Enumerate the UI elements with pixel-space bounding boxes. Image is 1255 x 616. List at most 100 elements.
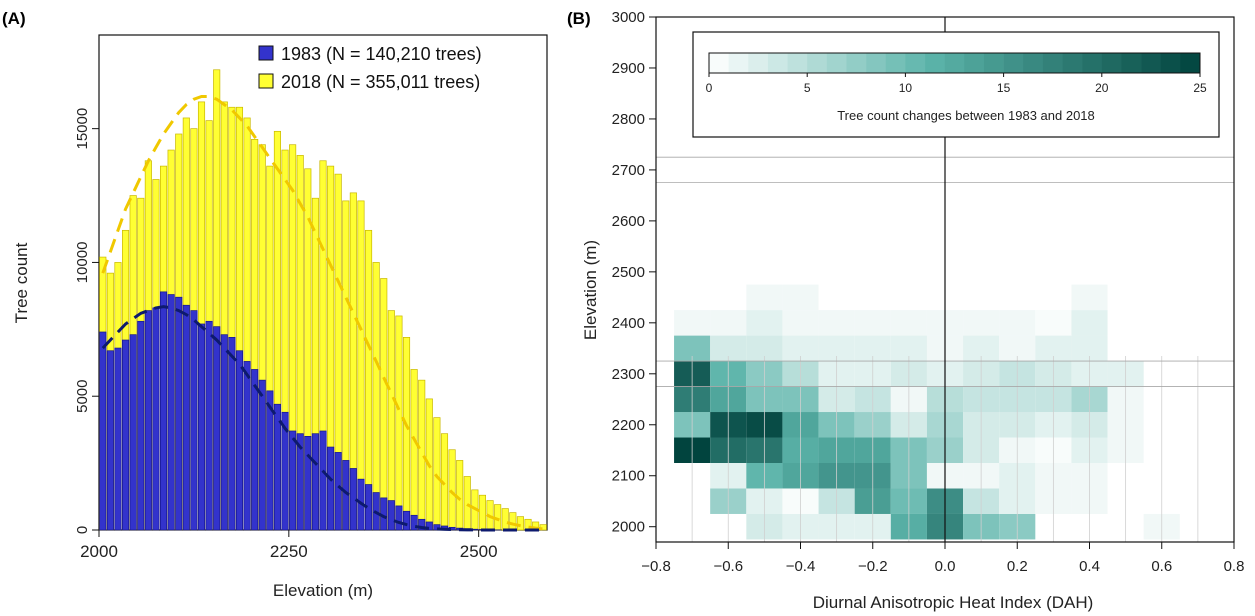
bar-1983	[311, 433, 319, 531]
legend-label-2018: 2018 (N = 355,011 trees)	[281, 72, 480, 92]
bar-1983	[122, 339, 130, 531]
colorbar-outline	[708, 52, 1201, 74]
y-tick-label: 5000	[74, 380, 91, 413]
x-tick-label: 0.8	[1224, 558, 1245, 575]
heatmap-cell	[818, 310, 855, 336]
panel-a-legend: 1983 (N = 140,210 trees) 2018 (N = 355,0…	[258, 44, 482, 92]
colorbar-step	[964, 53, 985, 73]
heatmap-cell	[999, 310, 1036, 336]
colorbar-tick-label: 5	[804, 81, 811, 95]
bar-2018	[418, 379, 426, 531]
y-tick-label: 2000	[612, 519, 645, 536]
bar-1983	[137, 320, 145, 531]
series-1983-fit-curve	[101, 305, 544, 532]
bar-2018	[433, 417, 441, 531]
colorbar-step	[866, 53, 887, 73]
colorbar-tick-label: 15	[997, 81, 1011, 95]
bar-1983	[159, 291, 168, 531]
colorbar-step	[728, 53, 749, 73]
y-tick-label: 2500	[612, 264, 645, 281]
bar-1983	[289, 430, 297, 531]
x-tick-label: −0.4	[786, 558, 816, 575]
bar-1983	[349, 468, 357, 531]
bar-1983	[334, 452, 342, 531]
x-tick-label: 2250	[270, 542, 308, 561]
colorbar-tick-label: 0	[706, 81, 713, 95]
colorbar-step	[1180, 53, 1201, 73]
colorbar-step	[709, 53, 729, 73]
bar-2018	[372, 262, 380, 531]
legend-swatch-1983	[258, 45, 274, 61]
panel-a-y-axis-label: Tree count	[12, 242, 31, 323]
x-tick-label: −0.8	[641, 558, 671, 575]
x-tick-label: 0.0	[935, 558, 956, 575]
x-tick-label: 2500	[460, 542, 498, 561]
bar-1983	[243, 361, 251, 531]
panel-a-label: (A)	[2, 9, 26, 28]
colorbar-step	[807, 53, 828, 73]
panel-b-label: (B)	[567, 9, 591, 28]
colorbar-step	[1141, 53, 1162, 73]
colorbar-tick-label: 25	[1193, 81, 1207, 95]
y-tick-label: 0	[74, 526, 91, 534]
bar-1983	[175, 296, 183, 531]
y-tick-label: 15000	[74, 108, 91, 150]
bar-2018	[402, 337, 411, 531]
panel-b-x-ticks: −0.8 −0.6 −0.4 −0.2 0.0 0.2 0.4 0.6 0.8	[641, 542, 1244, 575]
bar-1983	[205, 320, 213, 531]
bar-1983	[129, 334, 137, 531]
bar-1983	[144, 310, 152, 531]
panel-a-plot: 2000 2250 2500 0 5000 10000 15000 1983 (N = 1…	[74, 34, 548, 561]
colorbar-step	[826, 53, 847, 73]
y-tick-label: 10000	[74, 242, 91, 284]
bar-2018	[448, 449, 456, 531]
panel-a-x-ticks: 2000 2250 2500	[80, 530, 498, 561]
heatmap-cell	[1035, 310, 1072, 336]
panel-b-x-axis-label: Diurnal Anisotropic Heat Index (DAH)	[813, 593, 1094, 612]
bar-1983	[197, 323, 206, 531]
panel-a-x-axis-label: Elevation (m)	[273, 581, 373, 600]
x-tick-label: −0.2	[858, 558, 888, 575]
heatmap-cell	[674, 310, 711, 336]
colorbar-legend: 0 5 10 15 20 25 Tree count changes between 19…	[692, 31, 1220, 138]
x-tick-label: 0.2	[1007, 558, 1028, 575]
colorbar-step	[1042, 53, 1063, 73]
bar-1983	[296, 433, 304, 531]
colorbar-step	[846, 53, 867, 73]
bar-2018	[380, 278, 388, 531]
series-2018-fit-curve	[101, 95, 544, 531]
y-tick-label: 2700	[612, 162, 645, 179]
bar-1983	[106, 350, 114, 531]
panel-b-y-axis-label: Elevation (m)	[581, 240, 600, 340]
bar-1983	[319, 430, 327, 531]
bar-1983	[167, 294, 175, 531]
colorbar-step	[925, 53, 945, 73]
colorbar-step	[1082, 53, 1103, 73]
colorbar-step	[1121, 53, 1142, 73]
bar-1983	[402, 510, 411, 531]
bar-2018	[463, 476, 471, 531]
x-tick-label: 2000	[80, 542, 118, 561]
y-tick-label: 2900	[612, 60, 645, 77]
colorbar-step	[1023, 53, 1044, 73]
colorbar-step	[748, 53, 769, 73]
bar-2018	[387, 310, 395, 531]
colorbar-box	[692, 31, 1220, 138]
bar-1983	[251, 369, 259, 531]
bar-1983	[266, 390, 274, 531]
bar-2018	[410, 369, 418, 531]
heatmap-cell	[963, 310, 1000, 336]
y-tick-label: 3000	[612, 9, 645, 26]
legend-label-1983: 1983 (N = 140,210 trees)	[281, 44, 482, 64]
colorbar-step	[944, 53, 965, 73]
bar-1983	[281, 411, 289, 531]
bar-1983	[228, 337, 236, 531]
bar-1983	[235, 350, 244, 531]
bar-2018	[501, 508, 509, 531]
panel-b-plot: −0.8 −0.6 −0.4 −0.2 0.0 0.2 0.4 0.6 0.8 2000 2100…	[612, 9, 1245, 575]
bar-1983	[387, 500, 395, 531]
bar-1983	[425, 521, 433, 531]
colorbar-step	[983, 53, 1004, 73]
heatmap-cell	[746, 284, 783, 311]
